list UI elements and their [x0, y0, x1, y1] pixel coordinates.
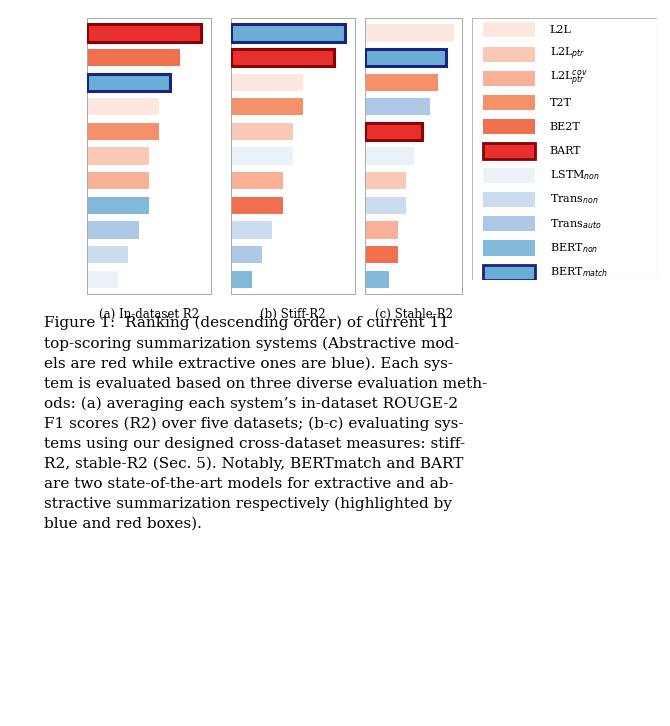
FancyBboxPatch shape — [365, 123, 422, 140]
FancyBboxPatch shape — [472, 18, 657, 280]
FancyBboxPatch shape — [231, 49, 334, 66]
Text: L2L$_{ptr}$: L2L$_{ptr}$ — [549, 46, 586, 62]
Bar — [87, 221, 139, 239]
Bar — [365, 147, 414, 165]
FancyBboxPatch shape — [483, 264, 535, 280]
Bar — [231, 172, 283, 189]
Bar — [365, 24, 454, 41]
Text: LSTM$_{non}$: LSTM$_{non}$ — [549, 168, 600, 182]
Bar — [231, 73, 304, 91]
FancyBboxPatch shape — [483, 23, 535, 38]
FancyBboxPatch shape — [483, 192, 535, 207]
FancyBboxPatch shape — [87, 24, 201, 41]
Text: (a) In-dataset R2: (a) In-dataset R2 — [99, 308, 199, 321]
Bar — [87, 271, 118, 288]
Text: Trans$_{non}$: Trans$_{non}$ — [549, 192, 598, 206]
FancyBboxPatch shape — [483, 240, 535, 256]
Bar — [231, 147, 293, 165]
FancyBboxPatch shape — [483, 46, 535, 62]
Bar — [87, 197, 149, 214]
Text: BERT$_{match}$: BERT$_{match}$ — [549, 265, 608, 279]
Bar — [87, 147, 149, 165]
FancyBboxPatch shape — [483, 95, 535, 110]
FancyBboxPatch shape — [483, 144, 535, 158]
Bar — [231, 98, 304, 115]
FancyBboxPatch shape — [483, 119, 535, 134]
Text: L2L: L2L — [549, 25, 572, 35]
Text: (c) Stable-R2: (c) Stable-R2 — [375, 308, 453, 321]
Bar — [231, 246, 262, 264]
Bar — [365, 246, 397, 264]
Bar — [365, 98, 430, 115]
Text: BERT$_{non}$: BERT$_{non}$ — [549, 241, 598, 255]
Bar — [231, 221, 273, 239]
Bar — [87, 123, 159, 140]
Text: T2T: T2T — [549, 97, 572, 107]
Bar — [365, 271, 389, 288]
Bar — [365, 221, 397, 239]
Bar — [231, 123, 293, 140]
Text: Figure 1:  Ranking (descending order) of current 11
top-scoring summarization sy: Figure 1: Ranking (descending order) of … — [44, 316, 487, 531]
FancyBboxPatch shape — [483, 168, 535, 183]
Text: BART: BART — [549, 146, 582, 156]
Text: L2L$^{cov}_{ptr}$: L2L$^{cov}_{ptr}$ — [549, 68, 588, 88]
Bar — [365, 172, 405, 189]
FancyBboxPatch shape — [483, 71, 535, 86]
Bar — [87, 172, 149, 189]
FancyBboxPatch shape — [483, 216, 535, 232]
Bar — [365, 73, 438, 91]
Bar — [87, 98, 159, 115]
FancyBboxPatch shape — [365, 49, 446, 66]
Text: (b) Stiff-R2: (b) Stiff-R2 — [261, 308, 326, 321]
Bar — [231, 197, 283, 214]
FancyBboxPatch shape — [87, 73, 170, 91]
Bar — [87, 49, 180, 66]
Text: Trans$_{auto}$: Trans$_{auto}$ — [549, 217, 601, 231]
Bar — [231, 271, 252, 288]
Bar — [365, 197, 405, 214]
Text: BE2T: BE2T — [549, 122, 580, 132]
Bar — [87, 246, 129, 264]
FancyBboxPatch shape — [231, 24, 345, 41]
